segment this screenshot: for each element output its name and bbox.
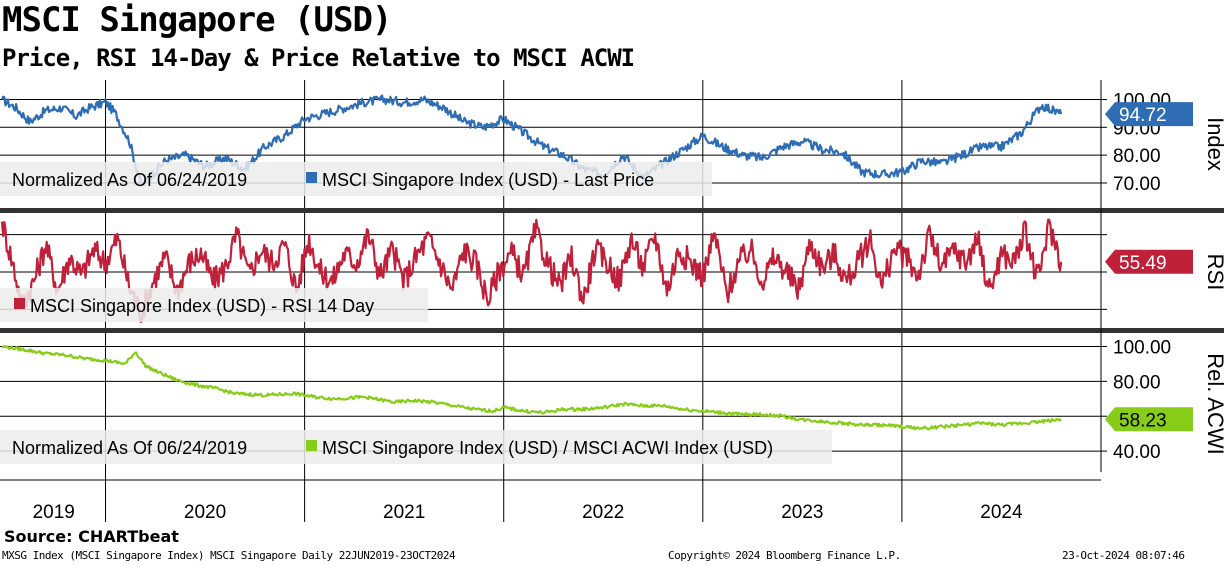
x-tick-label: 2024: [980, 502, 1023, 523]
rsi-last-value: 55.49: [1119, 253, 1167, 274]
price-legend: Normalized As Of 06/24/2019 MSCI Singapor…: [0, 162, 712, 196]
relative-last-value: 58.23: [1119, 410, 1167, 431]
footer-ticker: MXSG Index (MSCI Singapore Index) MSCI S…: [2, 549, 456, 562]
chart-area: Normalized As Of 06/24/2019 MSCI Singapor…: [0, 80, 1224, 523]
relative-ytick-label: 40.00: [1113, 442, 1161, 463]
relative-legend: Normalized As Of 06/24/2019 MSCI Singapor…: [0, 430, 832, 464]
panel-separator: [0, 328, 1224, 333]
rsi-legend: MSCI Singapore Index (USD) - RSI 14 Day: [0, 288, 428, 322]
relative-ytick-label: 80.00: [1113, 372, 1161, 393]
price-ytick-label: 80.00: [1113, 146, 1161, 167]
rsi-legend-label: MSCI Singapore Index (USD) - RSI 14 Day: [30, 296, 374, 316]
price-ytick-label: 70.00: [1113, 174, 1161, 195]
relative-axis-title: Rel. ACWI: [1203, 353, 1224, 454]
relative-last-value-tag: [1105, 407, 1193, 432]
source-note: Source: CHARTbeat: [4, 527, 179, 546]
axes: [0, 80, 1224, 481]
relative-ytick-label: 100.00: [1113, 337, 1171, 358]
price-legend-swatch: [306, 172, 317, 183]
price-last-value: 94.72: [1119, 105, 1167, 126]
price-legend-prefix: Normalized As Of 06/24/2019: [12, 170, 247, 190]
rsi-legend-bg: [0, 288, 428, 322]
rsi-legend-swatch: [14, 298, 25, 309]
x-tick-label: 2021: [383, 502, 425, 523]
price-last-value-tag: [1105, 102, 1193, 127]
x-tick-label: 2020: [184, 502, 226, 523]
relative-series-line: [1, 344, 1062, 431]
x-tick-label: 2019: [33, 502, 75, 523]
relative-legend-bg: [0, 430, 832, 464]
footer-timestamp: 23-Oct-2024 08:07:46: [1062, 549, 1185, 562]
price-series-line: [0, 94, 1063, 187]
rsi-axis-title: RSI: [1203, 254, 1224, 291]
x-tick-label: 2022: [582, 502, 624, 523]
footer-copyright: Copyright© 2024 Bloomberg Finance L.P.: [668, 549, 901, 562]
rsi-last-value-tag: [1105, 249, 1193, 274]
price-legend-bg: [0, 162, 712, 196]
price-axis-title: Index: [1203, 117, 1224, 171]
legends: Normalized As Of 06/24/2019 MSCI Singapor…: [0, 162, 832, 464]
panel-separator: [0, 208, 1224, 213]
chart-title: MSCI Singapore (USD): [2, 0, 392, 40]
relative-legend-swatch: [306, 440, 317, 451]
chart-subtitle: Price, RSI 14-Day & Price Relative to MS…: [2, 44, 635, 72]
x-tick-label: 2023: [781, 502, 823, 523]
relative-legend-label: MSCI Singapore Index (USD) / MSCI ACWI I…: [322, 438, 773, 458]
relative-legend-prefix: Normalized As Of 06/24/2019: [12, 438, 247, 458]
price-legend-label: MSCI Singapore Index (USD) - Last Price: [322, 170, 654, 190]
